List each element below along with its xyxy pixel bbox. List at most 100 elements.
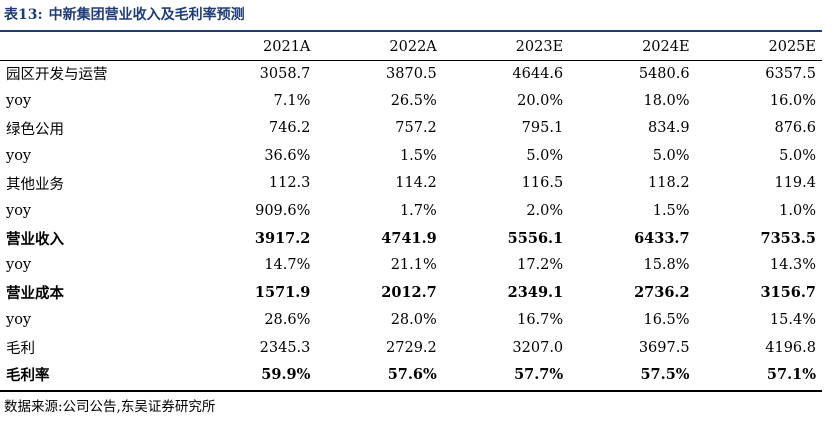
value-cell: 4644.6 bbox=[512, 65, 564, 82]
value-cell: 28.6% bbox=[264, 312, 311, 329]
value-cell: 4741.9 bbox=[381, 229, 437, 247]
value-cell: 1571.9 bbox=[254, 284, 311, 302]
top-rule bbox=[0, 30, 822, 32]
table-row: yoy 28.6% 28.0% 16.7% 16.5% 15.4% bbox=[0, 307, 822, 334]
value-cell: 114.2 bbox=[395, 175, 437, 192]
value-cell: 1.5% bbox=[652, 202, 690, 219]
value-cell: 5.0% bbox=[526, 147, 564, 164]
value-cell: 7353.5 bbox=[760, 229, 817, 247]
row-label: 其他业务 bbox=[6, 176, 64, 193]
value-cell: 57.6% bbox=[387, 366, 437, 384]
value-cell: 2.0% bbox=[526, 202, 564, 219]
value-cell: 21.1% bbox=[390, 257, 437, 274]
column-header: 2024E bbox=[642, 38, 690, 55]
value-cell: 3156.7 bbox=[760, 284, 817, 302]
value-cell: 57.5% bbox=[640, 366, 690, 384]
value-cell: 1.0% bbox=[779, 202, 816, 219]
value-cell: 119.4 bbox=[774, 175, 816, 192]
value-cell: 14.3% bbox=[769, 257, 816, 274]
value-cell: 6433.7 bbox=[634, 229, 690, 247]
table-title-text: 中新集团营业收入及毛利率预测 bbox=[48, 7, 245, 23]
value-cell: 5480.6 bbox=[638, 65, 690, 82]
value-cell: 57.1% bbox=[766, 366, 816, 384]
table-row: yoy 36.6% 1.5% 5.0% 5.0% 5.0% bbox=[0, 142, 822, 169]
row-label: 营业收入 bbox=[6, 230, 64, 248]
value-cell: 3697.5 bbox=[638, 339, 690, 356]
value-cell: 3207.0 bbox=[512, 339, 564, 356]
value-cell: 118.2 bbox=[648, 175, 690, 192]
value-cell: 757.2 bbox=[395, 120, 437, 137]
value-cell: 1.7% bbox=[399, 202, 437, 219]
row-label: yoy bbox=[6, 257, 32, 274]
value-cell: 16.0% bbox=[769, 93, 816, 110]
forecast-table: 2021A 2022A 2023E 2024E 2025E 园区开发与运营 305… bbox=[0, 33, 822, 389]
table-row: yoy 14.7% 21.1% 17.2% 15.8% 14.3% bbox=[0, 252, 822, 279]
value-cell: 36.6% bbox=[264, 147, 311, 164]
table-number: 表13: bbox=[4, 7, 43, 23]
table-row: 营业收入 3917.2 4741.9 5556.1 6433.7 7353.5 bbox=[0, 224, 822, 251]
value-cell: 116.5 bbox=[521, 175, 564, 192]
value-cell: 2736.2 bbox=[634, 284, 690, 302]
bottom-rule bbox=[0, 390, 822, 392]
row-label: 园区开发与运营 bbox=[6, 67, 108, 84]
value-cell: 7.1% bbox=[273, 93, 311, 110]
value-cell: 876.6 bbox=[774, 120, 816, 137]
value-cell: 6357.5 bbox=[765, 65, 816, 82]
column-header: 2025E bbox=[768, 38, 817, 55]
value-cell: 1.5% bbox=[399, 147, 437, 164]
value-cell: 15.4% bbox=[769, 312, 816, 329]
table-row: 绿色公用 746.2 757.2 795.1 834.9 876.6 bbox=[0, 115, 822, 142]
value-cell: 3870.5 bbox=[386, 65, 437, 82]
row-label: 毛利率 bbox=[6, 367, 50, 385]
value-cell: 16.7% bbox=[517, 312, 564, 329]
value-cell: 26.5% bbox=[390, 93, 437, 110]
value-cell: 20.0% bbox=[517, 93, 564, 110]
value-cell: 4196.8 bbox=[765, 339, 816, 356]
header-rule bbox=[0, 60, 822, 61]
value-cell: 112.3 bbox=[268, 175, 311, 192]
value-cell: 3917.2 bbox=[254, 229, 311, 247]
row-label: 营业成本 bbox=[6, 285, 64, 303]
row-label: yoy bbox=[6, 312, 32, 329]
value-cell: 795.1 bbox=[521, 120, 564, 137]
column-header: 2021A bbox=[263, 38, 311, 55]
value-cell: 2729.2 bbox=[386, 339, 437, 356]
table-row: 其他业务 112.3 114.2 116.5 118.2 119.4 bbox=[0, 170, 822, 197]
table-row: 毛利率 59.9% 57.6% 57.7% 57.5% 57.1% bbox=[0, 361, 822, 388]
row-label: yoy bbox=[6, 93, 32, 110]
header-row: 2021A 2022A 2023E 2024E 2025E bbox=[0, 33, 822, 60]
value-cell: 15.8% bbox=[643, 257, 690, 274]
table-row: yoy 909.6% 1.7% 2.0% 1.5% 1.0% bbox=[0, 197, 822, 224]
header-label-cell bbox=[0, 33, 190, 60]
column-header: 2023E bbox=[515, 38, 564, 55]
row-label: 毛利 bbox=[6, 341, 35, 358]
value-cell: 2345.3 bbox=[259, 339, 311, 356]
value-cell: 5.0% bbox=[779, 147, 816, 164]
table-row: 毛利 2345.3 2729.2 3207.0 3697.5 4196.8 bbox=[0, 334, 822, 361]
table-row: yoy 7.1% 26.5% 20.0% 18.0% 16.0% bbox=[0, 87, 822, 114]
row-label: yoy bbox=[6, 202, 32, 219]
value-cell: 909.6% bbox=[255, 202, 311, 219]
value-cell: 5556.1 bbox=[507, 229, 564, 247]
row-label: yoy bbox=[6, 147, 32, 164]
row-label: 绿色公用 bbox=[6, 121, 64, 138]
value-cell: 2012.7 bbox=[381, 284, 437, 302]
value-cell: 14.7% bbox=[264, 257, 311, 274]
value-cell: 17.2% bbox=[517, 257, 564, 274]
value-cell: 746.2 bbox=[268, 120, 311, 137]
value-cell: 3058.7 bbox=[259, 65, 311, 82]
value-cell: 5.0% bbox=[652, 147, 690, 164]
table-title: 表13: 中新集团营业收入及毛利率预测 bbox=[4, 3, 245, 27]
value-cell: 2349.1 bbox=[507, 284, 564, 302]
value-cell: 28.0% bbox=[390, 312, 437, 329]
table-row: 园区开发与运营 3058.7 3870.5 4644.6 5480.6 6357.5 bbox=[0, 60, 822, 87]
data-source-note: 数据来源:公司公告,东吴证券研究所 bbox=[4, 399, 216, 415]
table-row: 营业成本 1571.9 2012.7 2349.1 2736.2 3156.7 bbox=[0, 279, 822, 306]
table-body: 园区开发与运营 3058.7 3870.5 4644.6 5480.6 6357.5 yoy… bbox=[0, 60, 822, 389]
value-cell: 57.7% bbox=[514, 366, 564, 384]
value-cell: 16.5% bbox=[643, 312, 690, 329]
column-header: 2022A bbox=[389, 38, 437, 55]
value-cell: 59.9% bbox=[261, 366, 311, 384]
value-cell: 18.0% bbox=[643, 93, 690, 110]
value-cell: 834.9 bbox=[648, 120, 690, 137]
